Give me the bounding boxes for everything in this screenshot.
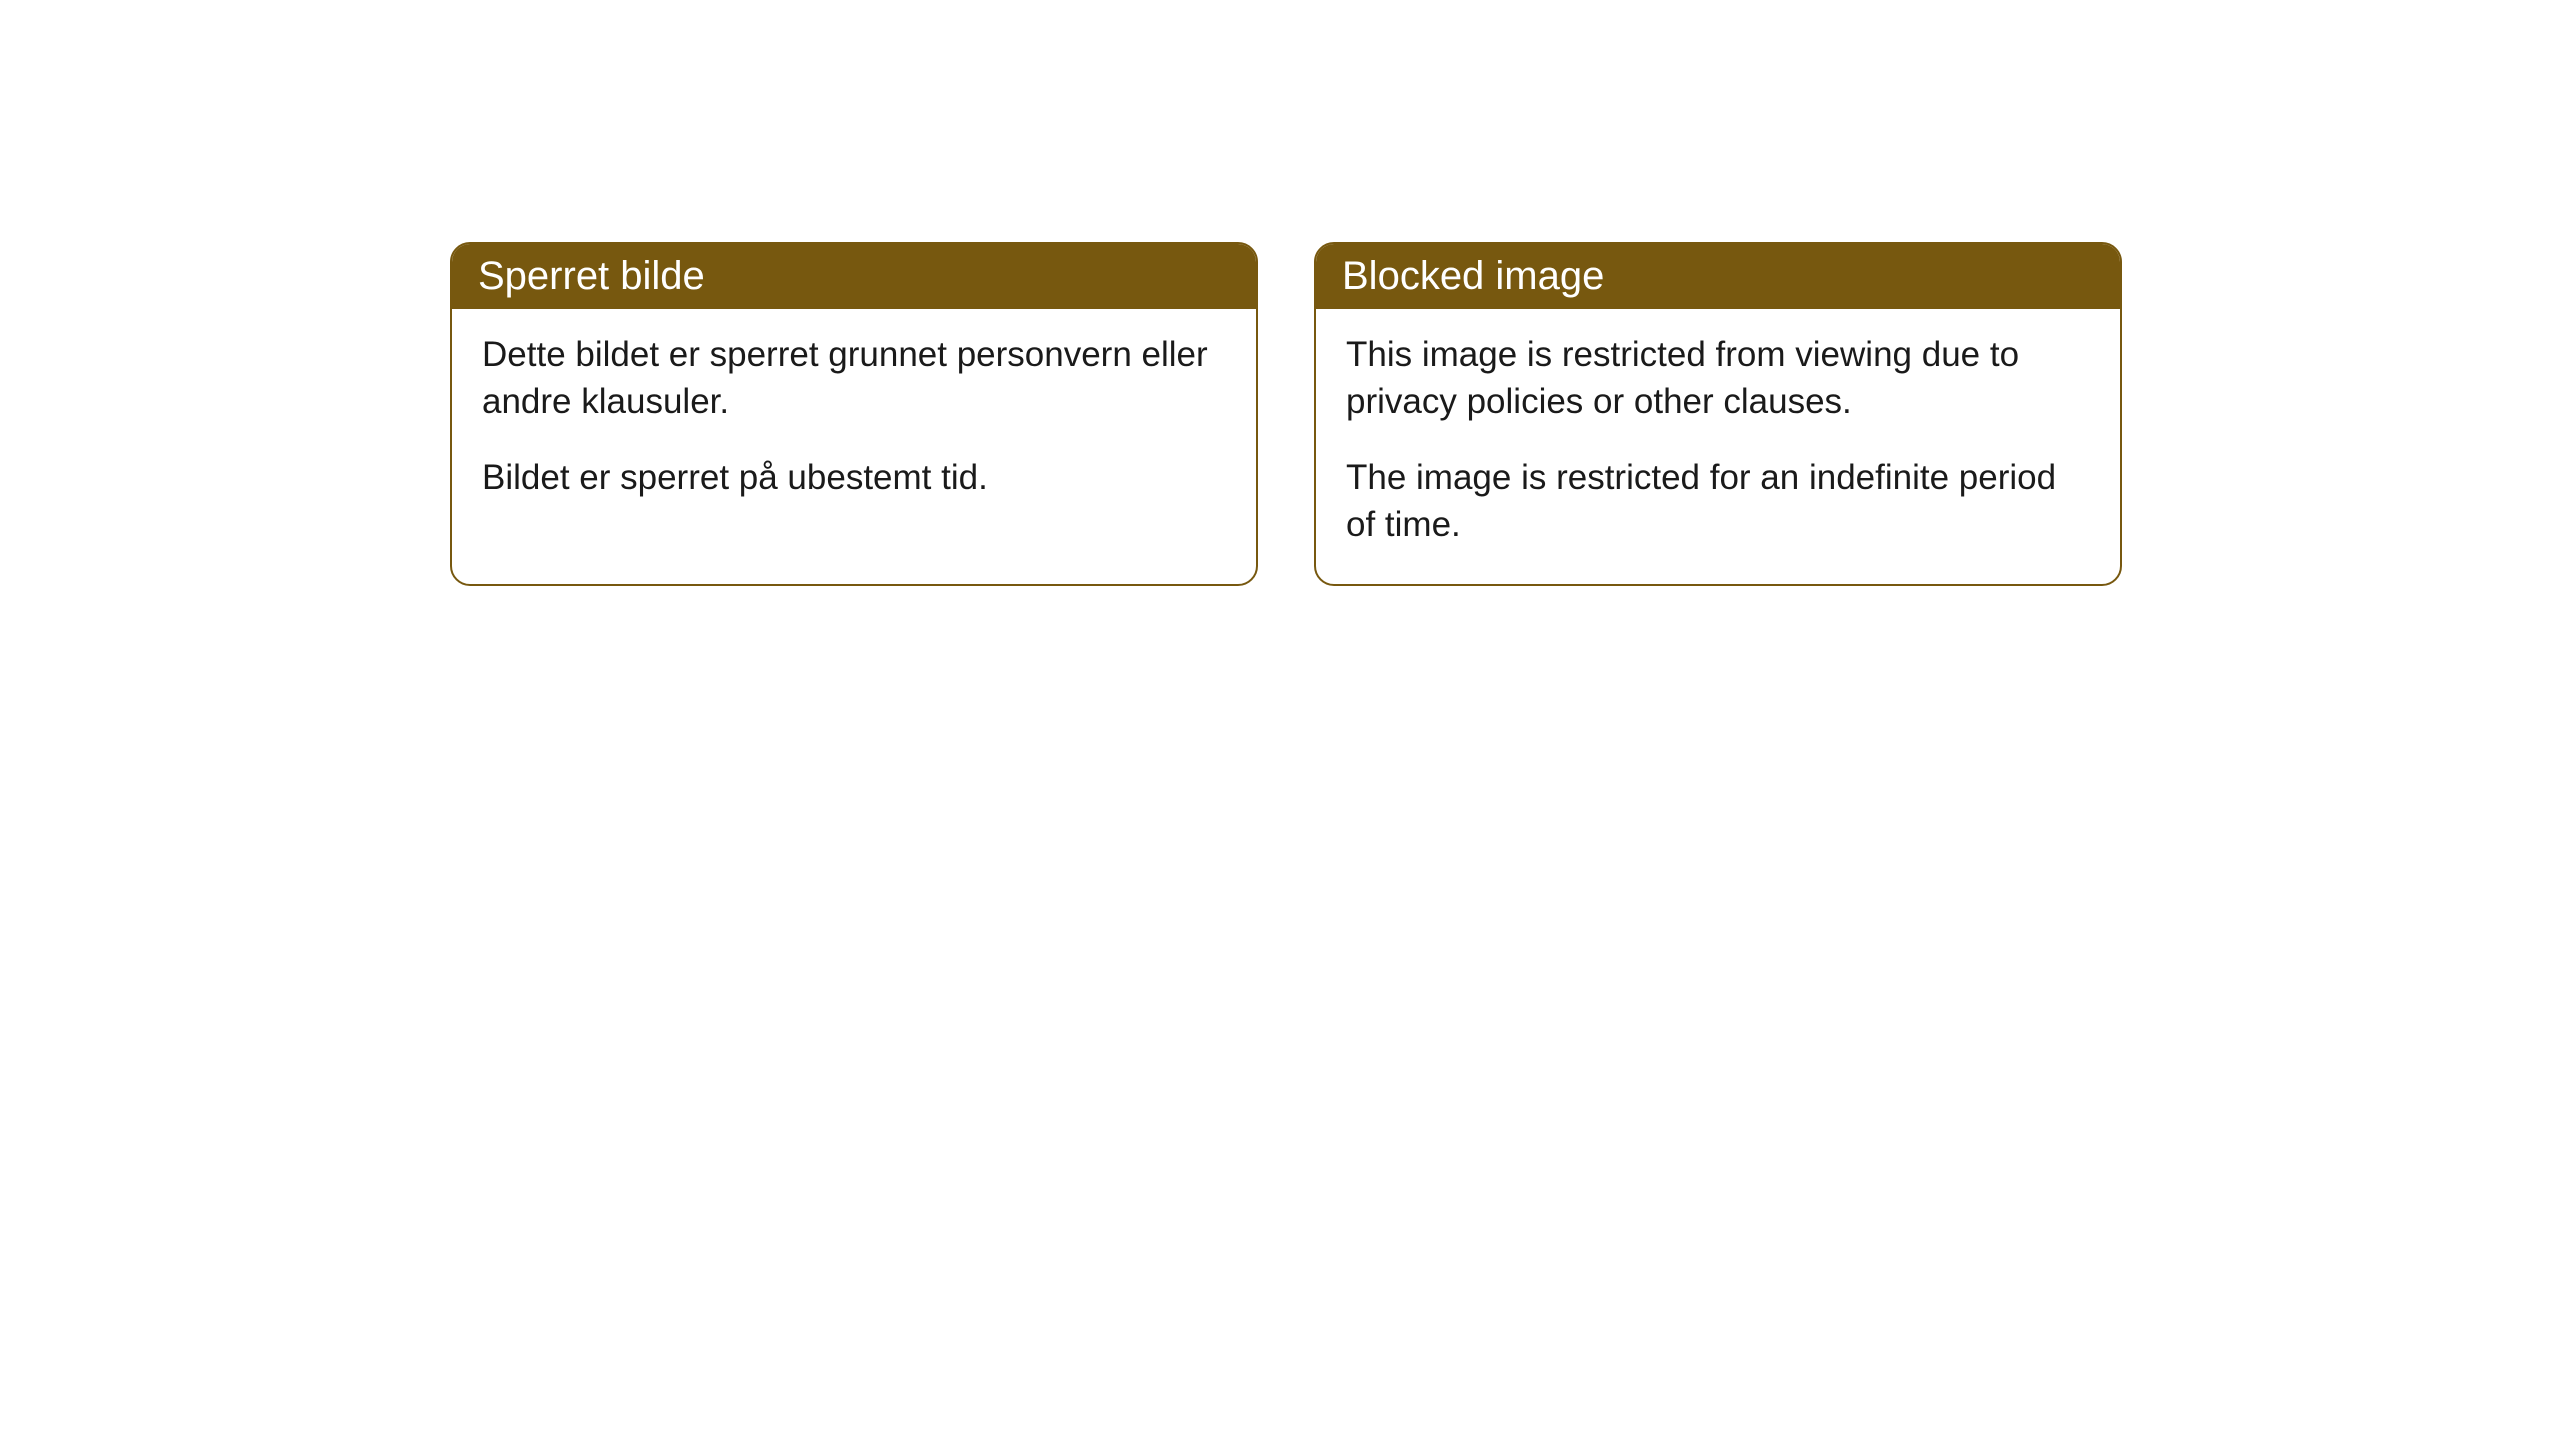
card-title: Blocked image [1342, 254, 1604, 298]
card-paragraph-1: This image is restricted from viewing du… [1346, 331, 2090, 426]
card-header: Sperret bilde [452, 244, 1256, 309]
card-paragraph-2: Bildet er sperret på ubestemt tid. [482, 454, 1226, 501]
card-paragraph-2: The image is restricted for an indefinit… [1346, 454, 2090, 549]
blocked-image-card-norwegian: Sperret bilde Dette bildet er sperret gr… [450, 242, 1258, 586]
card-paragraph-1: Dette bildet er sperret grunnet personve… [482, 331, 1226, 426]
card-body: Dette bildet er sperret grunnet personve… [452, 309, 1256, 537]
blocked-image-card-english: Blocked image This image is restricted f… [1314, 242, 2122, 586]
blocked-image-notices: Sperret bilde Dette bildet er sperret gr… [450, 242, 2122, 586]
card-header: Blocked image [1316, 244, 2120, 309]
card-body: This image is restricted from viewing du… [1316, 309, 2120, 584]
card-title: Sperret bilde [478, 254, 705, 298]
